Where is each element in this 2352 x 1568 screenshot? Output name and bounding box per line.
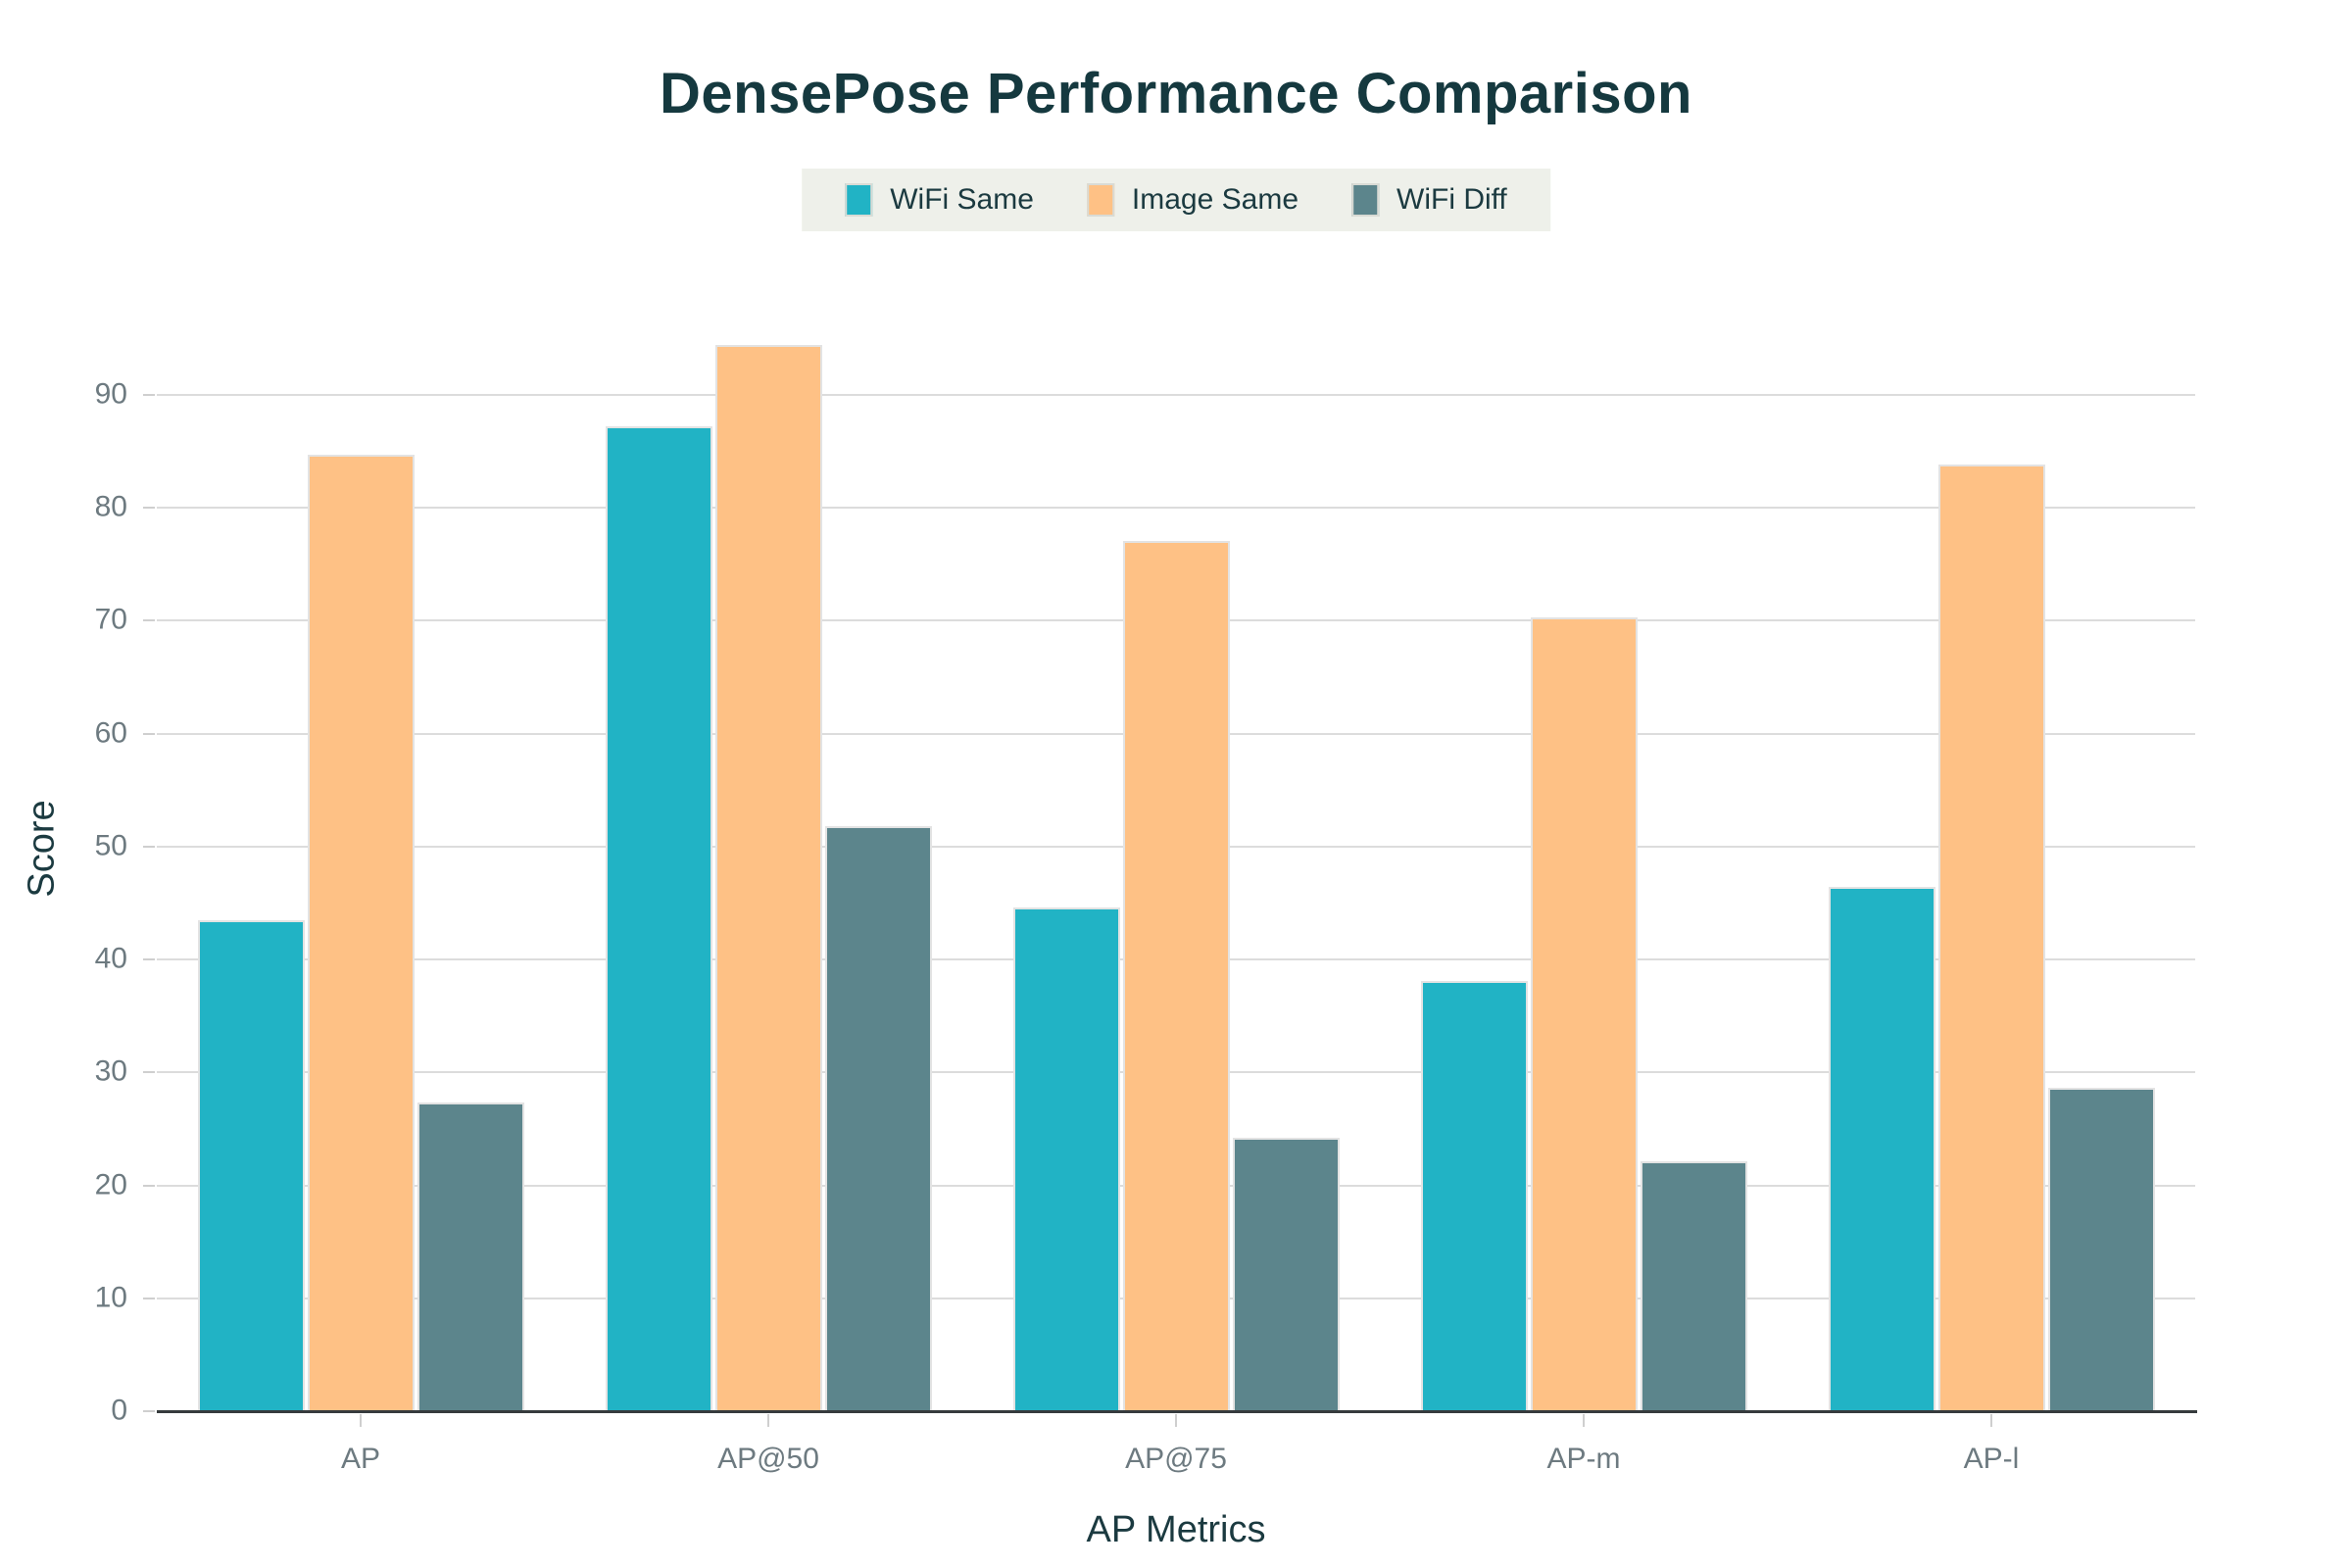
bar-wifi-diff-ap-l bbox=[2047, 1088, 2155, 1411]
chart-title: DensePose Performance Comparison bbox=[660, 62, 1692, 125]
bar-wifi-same-ap-m bbox=[1420, 981, 1528, 1411]
gridline-80 bbox=[157, 507, 2195, 510]
y-tick-label: 20 bbox=[94, 1167, 127, 1200]
x-axis-baseline bbox=[157, 1410, 2197, 1413]
legend: WiFi Same Image Same WiFi Diff bbox=[802, 169, 1550, 231]
bar-wifi-diff-ap-m bbox=[1640, 1161, 1747, 1411]
y-tick-mark bbox=[143, 1071, 155, 1074]
x-tick-mark bbox=[360, 1414, 362, 1427]
gridline-90 bbox=[157, 394, 2195, 396]
y-tick-mark bbox=[143, 507, 155, 510]
y-tick-mark bbox=[143, 1297, 155, 1299]
bar-wifi-diff-ap75 bbox=[1232, 1138, 1340, 1411]
bar-image-same-ap50 bbox=[714, 345, 822, 1411]
legend-label: WiFi Diff bbox=[1396, 183, 1507, 216]
x-tick-label: AP bbox=[340, 1443, 381, 1475]
y-tick-label: 80 bbox=[94, 490, 127, 523]
x-axis-title: AP Metrics bbox=[1086, 1509, 1266, 1550]
x-tick-label: AP@75 bbox=[1125, 1443, 1227, 1475]
legend-item-image-same: Image Same bbox=[1086, 183, 1299, 217]
y-tick-mark bbox=[143, 958, 155, 961]
bar-image-same-ap75 bbox=[1122, 540, 1230, 1411]
legend-item-wifi-diff: WiFi Diff bbox=[1351, 183, 1507, 217]
y-tick-label: 60 bbox=[94, 715, 127, 749]
x-tick-mark bbox=[1990, 1414, 1992, 1427]
x-tick-mark bbox=[1583, 1414, 1585, 1427]
y-tick-mark bbox=[143, 1184, 155, 1187]
x-tick-label: AP-l bbox=[1963, 1443, 2020, 1475]
bar-image-same-ap-l bbox=[1937, 465, 2045, 1411]
legend-item-wifi-same: WiFi Same bbox=[845, 183, 1034, 217]
y-tick-mark bbox=[143, 845, 155, 848]
legend-swatch-icon bbox=[1351, 183, 1380, 217]
y-tick-label: 30 bbox=[94, 1054, 127, 1088]
bar-wifi-same-ap50 bbox=[605, 426, 712, 1411]
x-tick-mark bbox=[767, 1414, 769, 1427]
bar-image-same-ap-m bbox=[1530, 616, 1638, 1411]
y-tick-mark bbox=[143, 394, 155, 396]
legend-label: Image Same bbox=[1131, 183, 1299, 216]
y-tick-mark bbox=[143, 619, 155, 622]
y-tick-label: 90 bbox=[94, 377, 127, 411]
y-tick-label: 0 bbox=[111, 1394, 127, 1427]
legend-swatch-icon bbox=[1086, 183, 1114, 217]
y-tick-label: 10 bbox=[94, 1281, 127, 1314]
bar-wifi-same-ap-l bbox=[1828, 887, 1936, 1411]
y-tick-mark bbox=[143, 1410, 155, 1412]
x-tick-mark bbox=[1175, 1414, 1177, 1427]
x-tick-label: AP-m bbox=[1546, 1443, 1621, 1475]
y-tick-mark bbox=[143, 732, 155, 735]
y-tick-label: 50 bbox=[94, 829, 127, 862]
legend-label: WiFi Same bbox=[890, 183, 1034, 216]
y-axis-title: Score bbox=[21, 800, 63, 898]
bar-wifi-diff-ap bbox=[416, 1102, 524, 1411]
y-tick-label: 40 bbox=[94, 942, 127, 975]
bar-image-same-ap bbox=[307, 455, 415, 1411]
legend-swatch-icon bbox=[845, 183, 873, 217]
y-tick-label: 70 bbox=[94, 603, 127, 636]
x-tick-label: AP@50 bbox=[717, 1443, 819, 1475]
bar-wifi-diff-ap50 bbox=[824, 826, 932, 1411]
bar-wifi-same-ap bbox=[197, 919, 305, 1411]
bar-wifi-same-ap75 bbox=[1012, 907, 1120, 1411]
